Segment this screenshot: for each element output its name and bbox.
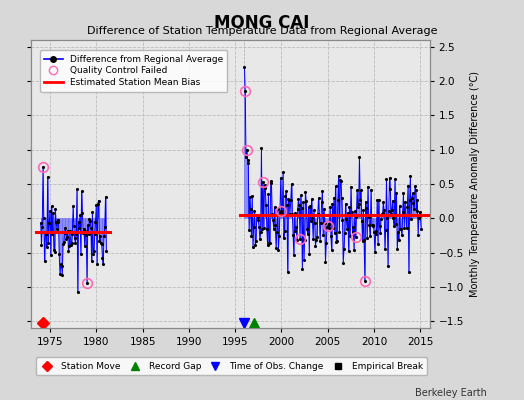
Text: MONG CAI: MONG CAI (214, 14, 310, 32)
Text: Difference of Station Temperature Data from Regional Average: Difference of Station Temperature Data f… (87, 26, 437, 36)
Text: Berkeley Earth: Berkeley Earth (416, 388, 487, 398)
Legend: Station Move, Record Gap, Time of Obs. Change, Empirical Break: Station Move, Record Gap, Time of Obs. C… (36, 357, 427, 375)
Y-axis label: Monthly Temperature Anomaly Difference (°C): Monthly Temperature Anomaly Difference (… (470, 71, 479, 297)
